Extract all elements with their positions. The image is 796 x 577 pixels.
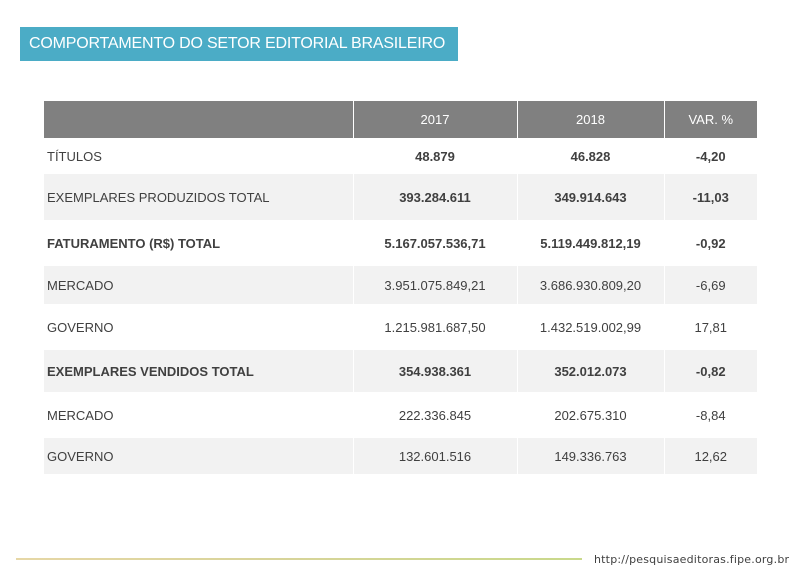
- value-2018: 46.828: [517, 138, 665, 174]
- value-2018: 352.012.073: [517, 350, 665, 392]
- header-2017: 2017: [353, 101, 518, 138]
- row-label: EXEMPLARES PRODUZIDOS TOTAL: [44, 174, 354, 220]
- slide-title: COMPORTAMENTO DO SETOR EDITORIAL BRASILE…: [20, 27, 458, 61]
- table-header-row: 2017 2018 VAR. %: [44, 101, 757, 138]
- value-var: 12,62: [664, 438, 757, 474]
- footer-divider: [16, 558, 582, 560]
- value-var: -0,92: [664, 220, 757, 266]
- table-row: FATURAMENTO (R$) TOTAL 5.167.057.536,71 …: [44, 220, 757, 266]
- row-label: MERCADO: [44, 392, 354, 438]
- value-var: 17,81: [664, 304, 757, 350]
- table-row: MERCADO 3.951.075.849,21 3.686.930.809,2…: [44, 266, 757, 304]
- value-var: -4,20: [664, 138, 757, 174]
- value-var: -11,03: [664, 174, 757, 220]
- header-label-column: [44, 101, 354, 138]
- value-2017: 132.601.516: [353, 438, 518, 474]
- value-var: -8,84: [664, 392, 757, 438]
- row-label: GOVERNO: [44, 438, 354, 474]
- row-label: FATURAMENTO (R$) TOTAL: [44, 220, 354, 266]
- row-label: EXEMPLARES VENDIDOS TOTAL: [44, 350, 354, 392]
- header-2018: 2018: [517, 101, 665, 138]
- row-label: GOVERNO: [44, 304, 354, 350]
- value-2017: 48.879: [353, 138, 518, 174]
- table-row: GOVERNO 1.215.981.687,50 1.432.519.002,9…: [44, 304, 757, 350]
- value-2018: 5.119.449.812,19: [517, 220, 665, 266]
- row-label: MERCADO: [44, 266, 354, 304]
- value-2018: 1.432.519.002,99: [517, 304, 665, 350]
- table-row: EXEMPLARES VENDIDOS TOTAL 354.938.361 35…: [44, 350, 757, 392]
- value-2017: 1.215.981.687,50: [353, 304, 518, 350]
- data-table: 2017 2018 VAR. % TÍTULOS 48.879 46.828 -…: [44, 101, 757, 474]
- value-var: -6,69: [664, 266, 757, 304]
- row-label: TÍTULOS: [44, 138, 354, 174]
- value-2017: 354.938.361: [353, 350, 518, 392]
- value-2018: 202.675.310: [517, 392, 665, 438]
- value-var: -0,82: [664, 350, 757, 392]
- value-2018: 149.336.763: [517, 438, 665, 474]
- value-2017: 3.951.075.849,21: [353, 266, 518, 304]
- value-2017: 222.336.845: [353, 392, 518, 438]
- value-2017: 5.167.057.536,71: [353, 220, 518, 266]
- table-row: EXEMPLARES PRODUZIDOS TOTAL 393.284.611 …: [44, 174, 757, 220]
- value-2018: 3.686.930.809,20: [517, 266, 665, 304]
- table-row: GOVERNO 132.601.516 149.336.763 12,62: [44, 438, 757, 474]
- value-2017: 393.284.611: [353, 174, 518, 220]
- table-row: TÍTULOS 48.879 46.828 -4,20: [44, 138, 757, 174]
- header-var-percent: VAR. %: [664, 101, 757, 138]
- footer-url-link[interactable]: http://pesquisaeditoras.fipe.org.br: [594, 553, 790, 566]
- table-row: MERCADO 222.336.845 202.675.310 -8,84: [44, 392, 757, 438]
- value-2018: 349.914.643: [517, 174, 665, 220]
